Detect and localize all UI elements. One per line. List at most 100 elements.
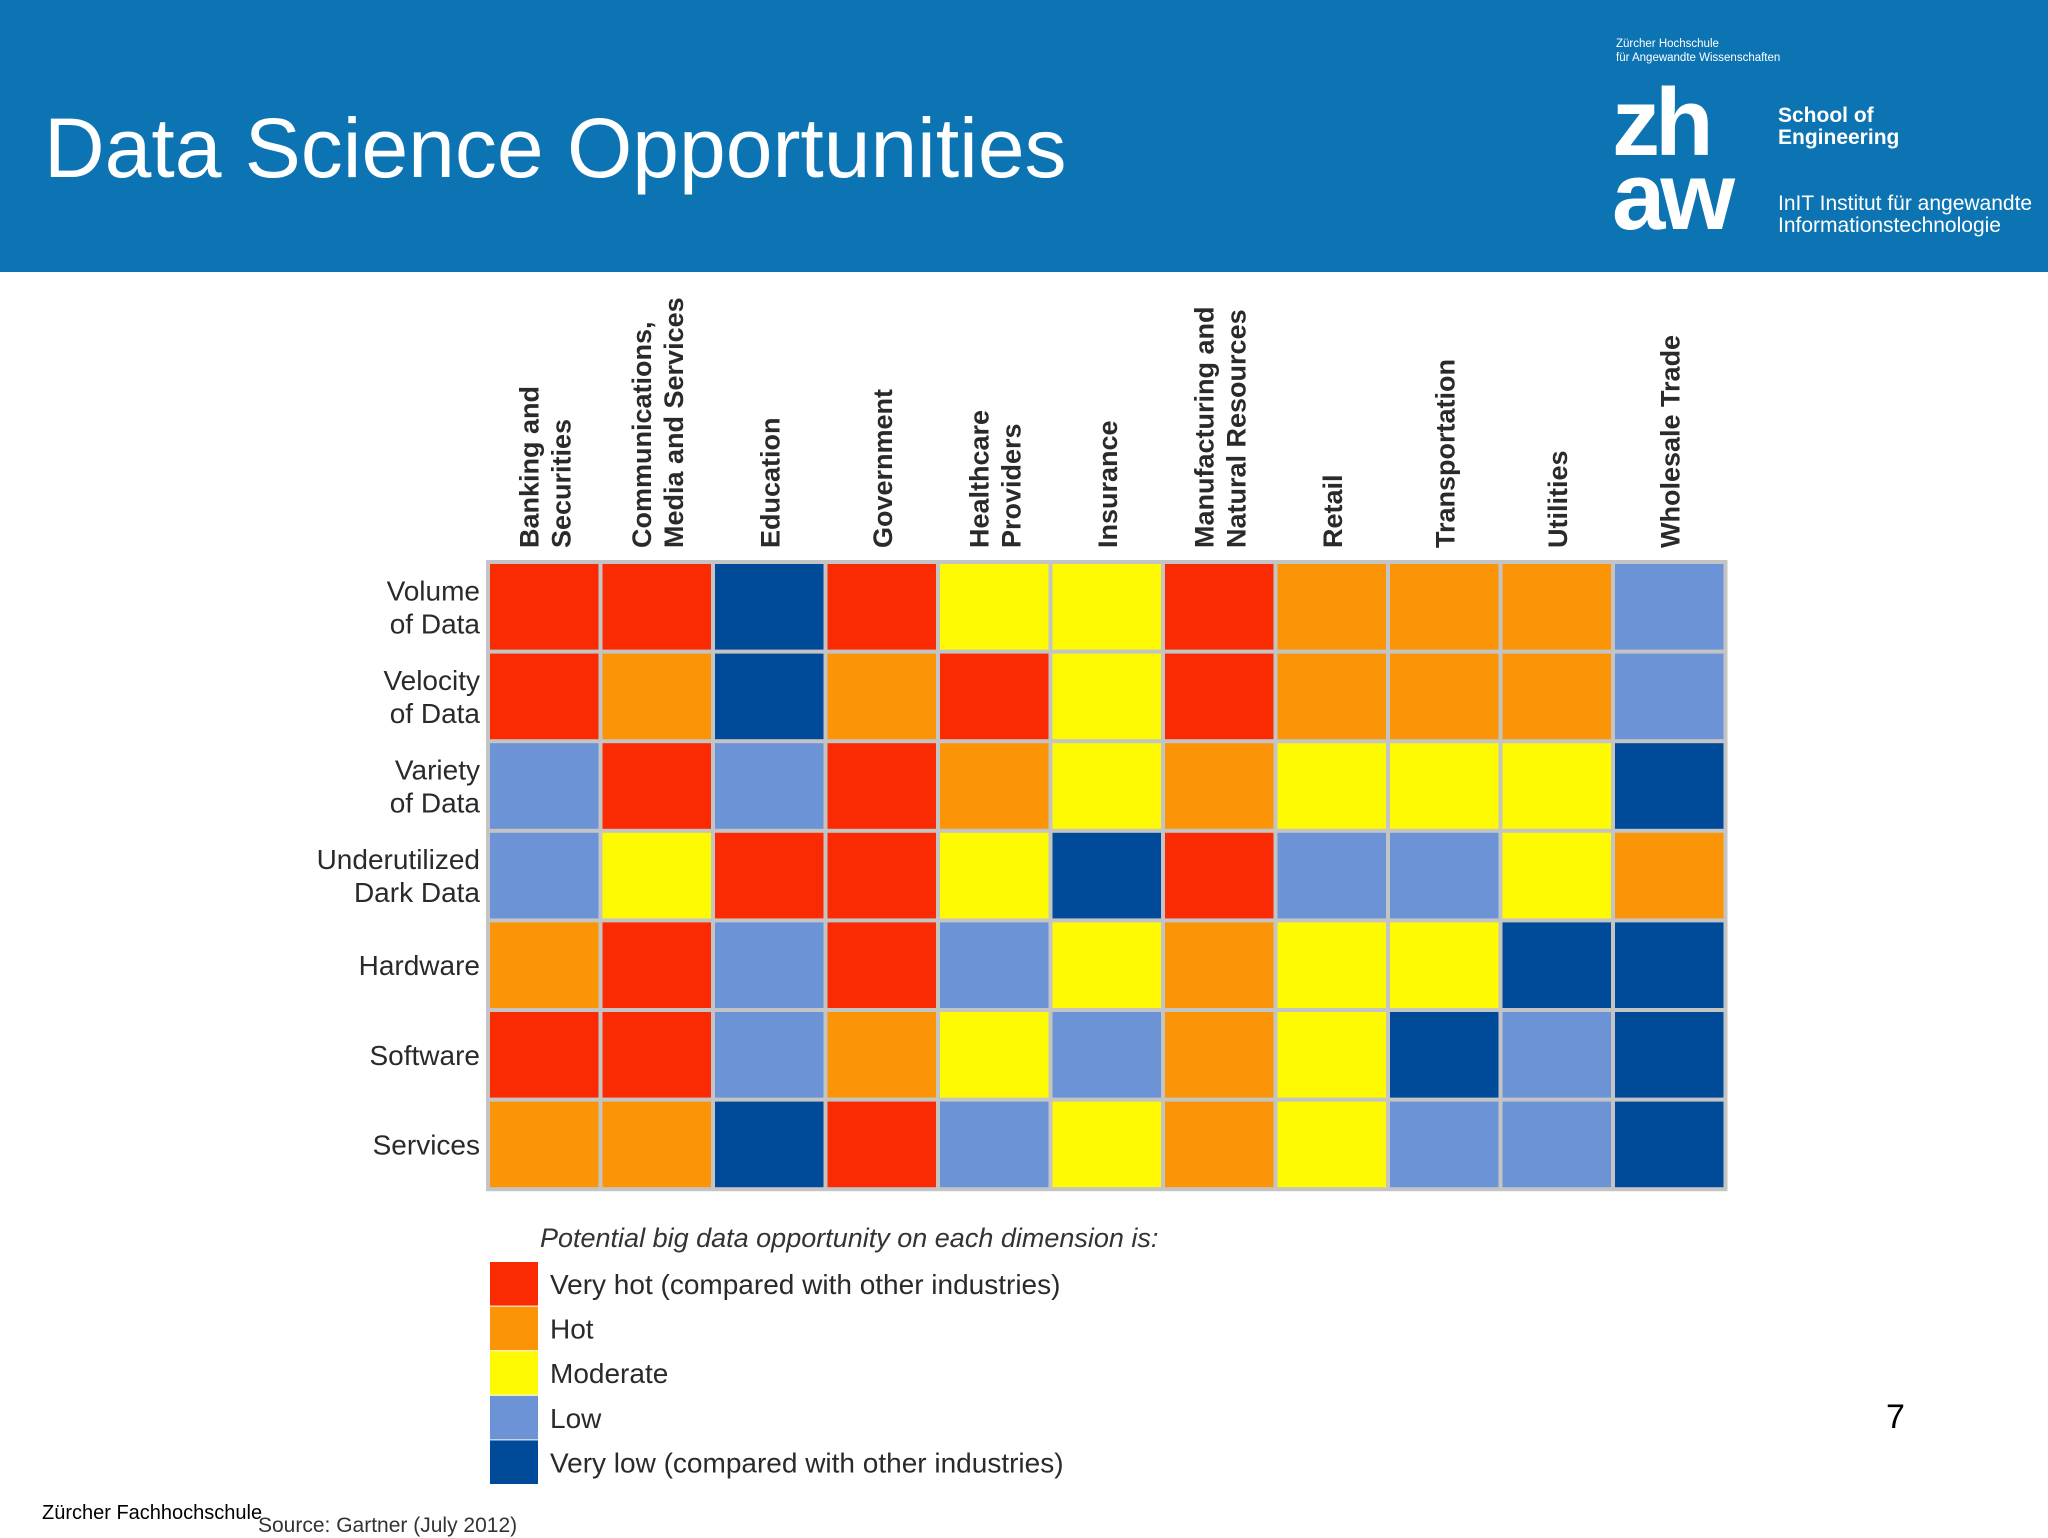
row-header-label: Volume: [387, 575, 480, 606]
heatmap-cell: [827, 832, 936, 919]
column-header-label: Communications,: [627, 321, 657, 548]
heatmap-cell: [1052, 1101, 1161, 1188]
heatmap-cell: [715, 1101, 824, 1188]
heatmap-cell: [1277, 743, 1386, 829]
heatmap-cell: [1277, 564, 1386, 650]
heatmap-cell: [1502, 832, 1611, 919]
header-banner: Data Science Opportunities Zürcher Hochs…: [0, 0, 2048, 272]
heatmap-cell: [1502, 564, 1611, 650]
heatmap-cell: [940, 1101, 1049, 1188]
heatmap-cell: [1165, 1012, 1274, 1098]
heatmap-cell: [1615, 743, 1724, 829]
heatmap-cell: [827, 1012, 936, 1098]
column-header-label: Insurance: [1093, 420, 1123, 548]
row-header-label: Velocity: [384, 665, 481, 696]
heatmap-cell: [1165, 832, 1274, 919]
heatmap-cell: [1390, 564, 1499, 650]
row-header-label: Underutilized: [317, 844, 480, 875]
logo-institute-line1: InIT Institut für angewandte: [1778, 192, 2033, 215]
slide-title: Data Science Opportunities: [44, 101, 1067, 195]
heatmap-cell: [1052, 832, 1161, 919]
heatmap-cell: [602, 1101, 711, 1188]
column-header-label: Retail: [1318, 474, 1348, 548]
heatmap-cell: [1615, 922, 1724, 1008]
logo-mark: zh aw: [1612, 69, 1735, 250]
heatmap-cell: [1615, 564, 1724, 650]
heatmap-cell: [827, 922, 936, 1008]
heatmap-cell: [1615, 1101, 1724, 1188]
logo-institute-line2: Informationstechnologie: [1778, 214, 2001, 237]
heatmap-cell: [1165, 653, 1274, 740]
column-header-label: Providers: [996, 423, 1026, 548]
heatmap-cell: [1615, 1012, 1724, 1098]
row-header-label: Services: [373, 1129, 480, 1160]
column-header-label: Natural Resources: [1221, 309, 1251, 548]
heatmap-cell: [1052, 743, 1161, 829]
heatmap-cell: [1277, 832, 1386, 919]
heatmap-cell: [1277, 1101, 1386, 1188]
legend-swatch: [490, 1262, 538, 1306]
column-header-label: Utilities: [1543, 450, 1573, 548]
heatmap-cell: [1502, 922, 1611, 1008]
heatmap-cell: [715, 832, 824, 919]
heatmap-cell: [1502, 1012, 1611, 1098]
heatmap-cell: [602, 743, 711, 829]
heatmap-cell: [940, 653, 1049, 740]
column-header-label: Banking and: [514, 386, 544, 548]
heatmap-cell: [1165, 922, 1274, 1008]
heatmap-cell: [940, 832, 1049, 919]
heatmap-cell: [1052, 653, 1161, 740]
legend-swatch: [490, 1440, 538, 1484]
heatmap-cell: [1052, 564, 1161, 650]
logo-mark-line1: zh: [1612, 69, 1714, 176]
heatmap-cell: [940, 564, 1049, 650]
column-header-label: Government: [868, 389, 898, 548]
legend-label: Moderate: [550, 1358, 668, 1389]
heatmap-cell: [1277, 653, 1386, 740]
heatmap-cell: [1502, 743, 1611, 829]
heatmap-cell: [715, 653, 824, 740]
heatmap-cell: [827, 564, 936, 650]
heatmap-cell: [1165, 564, 1274, 650]
heatmap-cell: [1052, 922, 1161, 1008]
heatmap-cell: [602, 1012, 711, 1098]
logo-university-line2: für Angewandte Wissenschaften: [1616, 52, 1781, 64]
heatmap-cell: [715, 922, 824, 1008]
row-header-label: of Data: [390, 698, 481, 729]
row-header-label: of Data: [390, 788, 481, 819]
row-header-label: Dark Data: [354, 877, 480, 908]
row-header-label: Software: [370, 1040, 481, 1071]
heatmap-cell: [1390, 832, 1499, 919]
legend-label: Low: [550, 1403, 602, 1434]
source-note: Source: Gartner (July 2012): [258, 1514, 518, 1537]
heatmap-cell: [1390, 1101, 1499, 1188]
heatmap-cell: [1052, 1012, 1161, 1098]
heatmap-cell: [490, 1101, 599, 1188]
heatmap-cell: [490, 564, 599, 650]
heatmap-cell: [490, 832, 599, 919]
heatmap-cell: [1502, 653, 1611, 740]
heatmap-cell: [940, 743, 1049, 829]
logo-university-line1: Zürcher Hochschule: [1616, 38, 1719, 50]
logo-school-line1: School of: [1778, 104, 1874, 127]
row-header-label: of Data: [390, 608, 481, 639]
legend-label: Hot: [550, 1314, 594, 1345]
legend-swatch: [490, 1395, 538, 1440]
legend-label: Very hot (compared with other industries…: [550, 1269, 1060, 1300]
heatmap-cell: [1165, 1101, 1274, 1188]
column-header-label: Media and Services: [659, 297, 689, 548]
row-header-label: Variety: [395, 755, 480, 786]
column-header-label: Manufacturing and: [1189, 307, 1219, 549]
heatmap-cell: [1390, 743, 1499, 829]
heatmap-cell: [1390, 653, 1499, 740]
logo-mark-line2: aw: [1612, 143, 1735, 250]
heatmap-cell: [490, 922, 599, 1008]
heatmap-cell: [602, 564, 711, 650]
heatmap-cell: [602, 832, 711, 919]
heatmap-cell: [1615, 653, 1724, 740]
zhaw-logo: Zürcher Hochschule für Angewandte Wissen…: [1612, 36, 2048, 256]
legend-label: Very low (compared with other industries…: [550, 1447, 1064, 1478]
legend-title: Potential big data opportunity on each d…: [540, 1223, 1158, 1253]
heatmap-cell: [602, 922, 711, 1008]
